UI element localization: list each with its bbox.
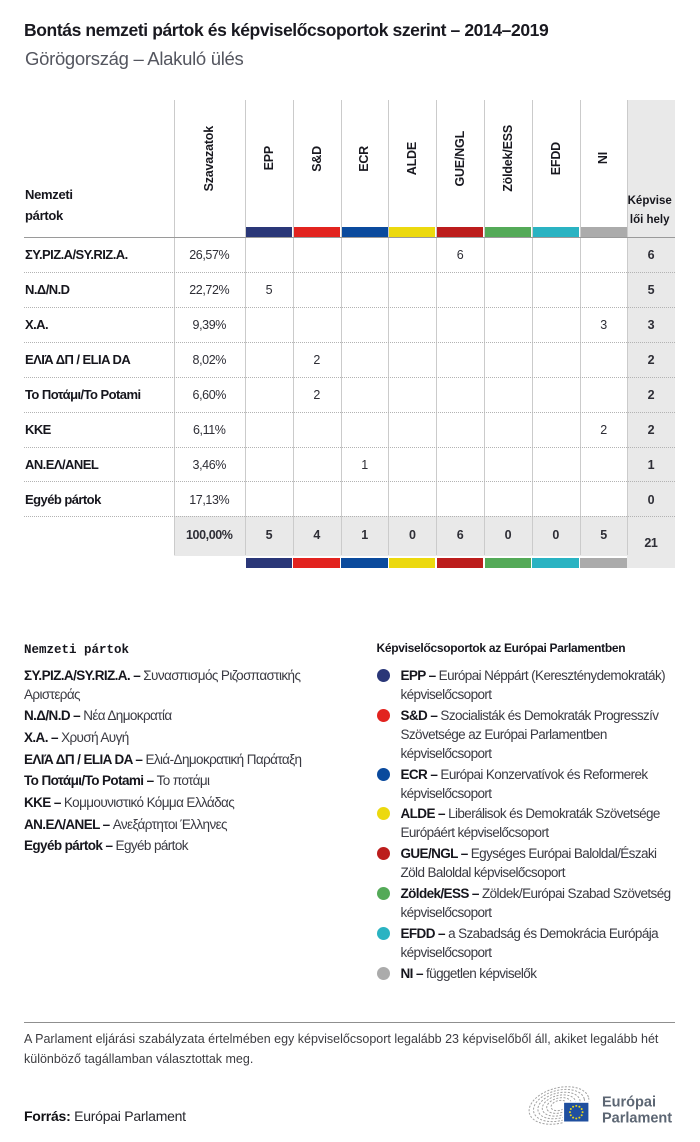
svg-text:Parlament: Parlament: [602, 1110, 672, 1126]
svg-text:Európai: Európai: [602, 1094, 656, 1110]
